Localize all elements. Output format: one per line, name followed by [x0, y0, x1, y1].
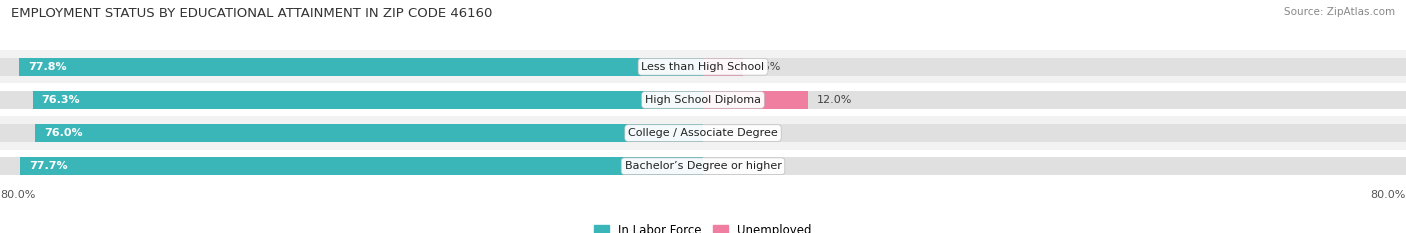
Bar	[0, 83, 1406, 116]
Text: High School Diploma: High School Diploma	[645, 95, 761, 105]
Text: Bachelor’s Degree or higher: Bachelor’s Degree or higher	[624, 161, 782, 171]
Bar	[0, 91, 1406, 109]
Text: 0.0%: 0.0%	[711, 128, 740, 138]
Text: Source: ZipAtlas.com: Source: ZipAtlas.com	[1284, 7, 1395, 17]
Text: 77.8%: 77.8%	[28, 62, 66, 72]
Bar	[35, 124, 703, 142]
Text: EMPLOYMENT STATUS BY EDUCATIONAL ATTAINMENT IN ZIP CODE 46160: EMPLOYMENT STATUS BY EDUCATIONAL ATTAINM…	[11, 7, 492, 20]
Text: College / Associate Degree: College / Associate Degree	[628, 128, 778, 138]
Text: 80.0%: 80.0%	[0, 190, 35, 200]
Text: 12.0%: 12.0%	[817, 95, 852, 105]
Text: 0.0%: 0.0%	[711, 161, 740, 171]
Bar	[0, 58, 1406, 76]
Text: 4.6%: 4.6%	[752, 62, 780, 72]
Bar	[32, 91, 703, 109]
Text: 76.3%: 76.3%	[41, 95, 80, 105]
Bar	[703, 58, 744, 76]
Bar	[20, 157, 703, 175]
Bar	[0, 124, 1406, 142]
Bar	[0, 116, 1406, 150]
Legend: In Labor Force, Unemployed: In Labor Force, Unemployed	[589, 219, 817, 233]
Text: 77.7%: 77.7%	[30, 161, 67, 171]
Text: 80.0%: 80.0%	[1371, 190, 1406, 200]
Bar	[0, 150, 1406, 183]
Bar	[20, 58, 703, 76]
Bar	[703, 91, 808, 109]
Text: 76.0%: 76.0%	[44, 128, 83, 138]
Bar	[0, 50, 1406, 83]
Text: Less than High School: Less than High School	[641, 62, 765, 72]
Bar	[0, 157, 1406, 175]
